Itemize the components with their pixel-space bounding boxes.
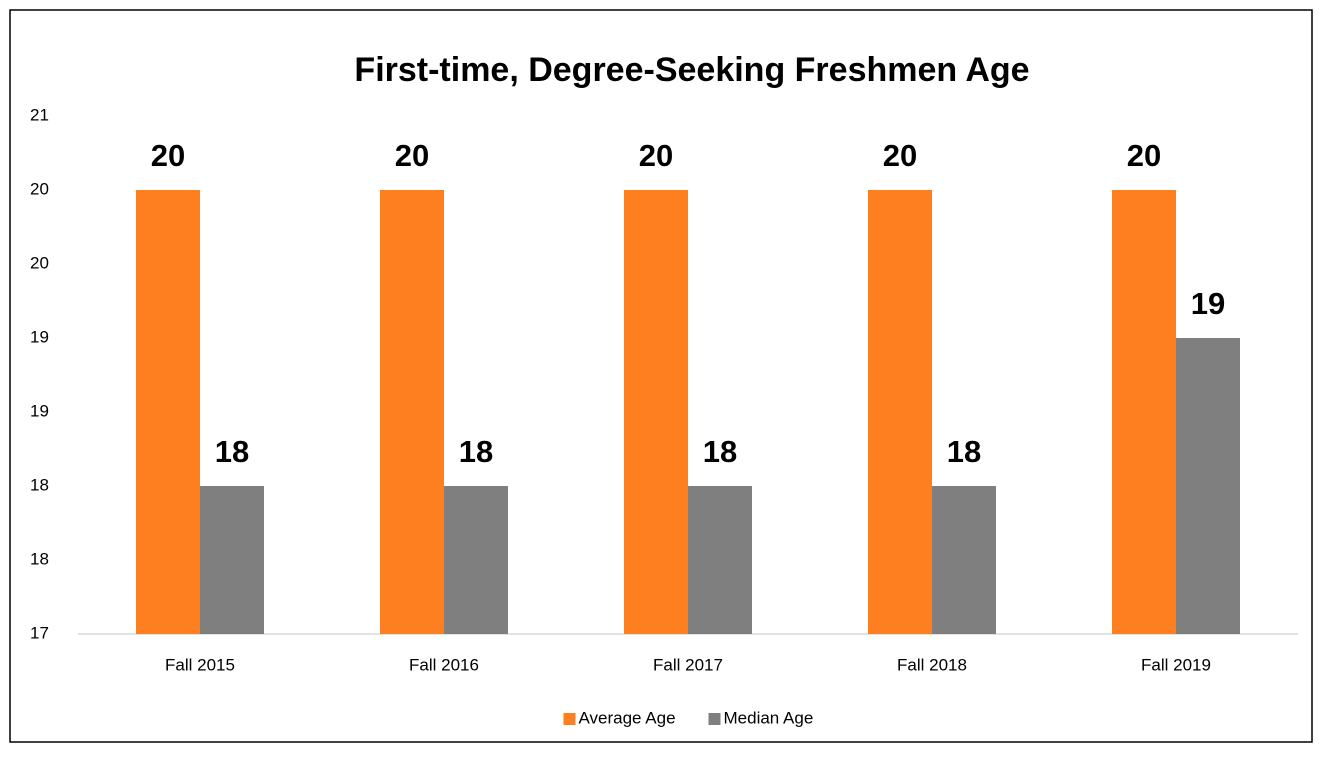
bar [380,190,444,634]
bar [136,190,200,634]
x-tick-label: Fall 2015 [165,655,235,674]
data-label: 20 [1127,138,1161,173]
bar [688,486,752,634]
y-tick-label: 17 [30,623,49,642]
legend-swatch [708,713,721,725]
x-tick-label: Fall 2019 [1141,655,1211,674]
data-label: 20 [395,138,429,173]
chart-title: First-time, Degree-Seeking Freshmen Age [354,51,1029,89]
data-label: 20 [151,138,185,173]
bar [200,486,264,634]
bar [624,190,688,634]
data-label: 18 [703,434,737,469]
y-tick-label: 20 [30,253,49,272]
data-label: 18 [459,434,493,469]
y-tick-label: 19 [30,327,49,346]
y-tick-label: 19 [30,401,49,420]
x-tick-label: Fall 2016 [409,655,479,674]
bar [1176,338,1240,634]
y-tick-label: 18 [30,549,49,568]
legend-swatch [563,713,576,725]
x-tick-label: Fall 2017 [653,655,723,674]
x-tick-label: Fall 2018 [897,655,967,674]
data-label: 18 [947,434,981,469]
data-label: 20 [883,138,917,173]
legend-label: Median Age [724,708,814,727]
bar [1112,190,1176,634]
y-tick-label: 18 [30,475,49,494]
y-tick-label: 21 [30,105,49,124]
y-tick-label: 20 [30,179,49,198]
bar [932,486,996,634]
bar [868,190,932,634]
data-label: 18 [215,434,249,469]
legend-label: Average Age [579,708,676,727]
data-label: 20 [639,138,673,173]
bar [444,486,508,634]
data-label: 19 [1191,286,1225,321]
